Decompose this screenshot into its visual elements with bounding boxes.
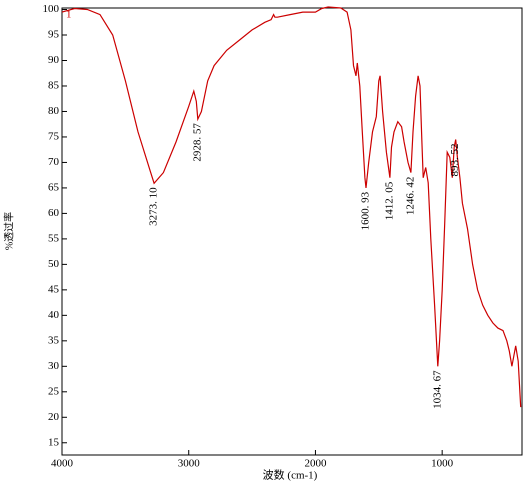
- peak-label: 1034. 67: [431, 370, 443, 409]
- peak-label: 893. 52: [449, 144, 461, 177]
- y-tick-label: 85: [48, 80, 60, 92]
- x-tick-label: 4000: [51, 458, 74, 470]
- y-tick-label: 60: [48, 207, 60, 219]
- peak-label: 1412. 05: [383, 181, 395, 220]
- peak-label: 2928. 57: [191, 123, 203, 162]
- peak-label: 3273. 10: [148, 187, 160, 226]
- peak-label: 1246. 42: [404, 177, 416, 216]
- plot-frame: [61, 7, 523, 456]
- y-tick-label: 80: [48, 105, 60, 117]
- y-tick-label: 15: [48, 436, 60, 448]
- y-tick-label: 25: [48, 385, 60, 397]
- x-tick-label: 1000: [431, 458, 454, 470]
- y-tick-label: 30: [48, 360, 60, 372]
- y-tick-label: 90: [48, 54, 60, 66]
- y-tick-label: 100: [43, 3, 60, 15]
- x-tick-label: 3000: [178, 458, 201, 470]
- x-axis-label: 波数 (cm-1): [263, 469, 318, 482]
- y-tick-label: 20: [48, 411, 60, 423]
- y-tick-label: 70: [48, 156, 60, 168]
- y-tick-label: 55: [48, 232, 60, 244]
- y-tick-label: 75: [48, 130, 60, 142]
- spectrum-line: [61, 6, 522, 408]
- x-tick-label: 2000: [304, 458, 327, 470]
- y-tick-label: 65: [48, 181, 60, 193]
- y-tick-label: 95: [48, 29, 60, 41]
- y-tick-label: 40: [48, 309, 60, 321]
- y-tick-label: 50: [48, 258, 60, 270]
- y-axis-label: %透过率: [2, 212, 15, 250]
- series-label: 1: [66, 9, 72, 21]
- y-tick-label: 35: [48, 334, 60, 346]
- y-tick-label: 45: [48, 283, 60, 295]
- peak-label: 1600. 93: [360, 191, 372, 230]
